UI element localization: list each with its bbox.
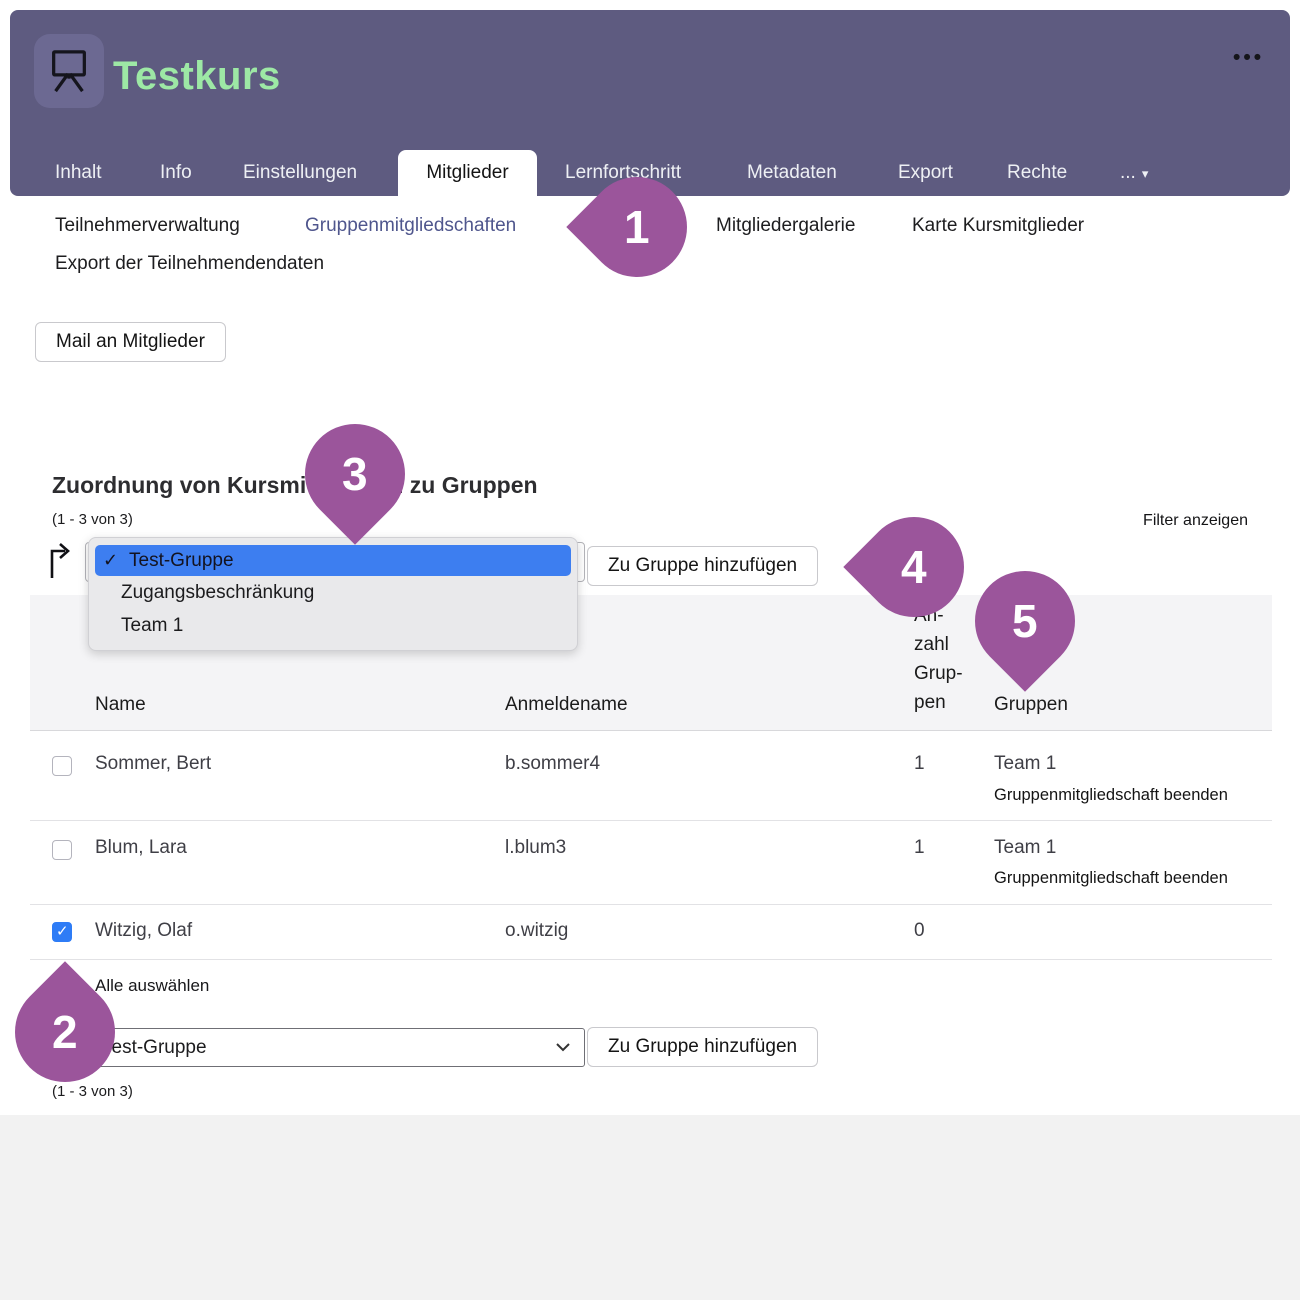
- annotation-number: 4: [901, 541, 927, 593]
- caret-down-icon: ▾: [1141, 166, 1149, 181]
- gruppenmitgliedschaft-beenden-link[interactable]: Gruppenmitgliedschaft beenden: [994, 869, 1228, 887]
- subnav-teilnehmerverwaltung[interactable]: Teilnehmerverwaltung: [55, 215, 240, 236]
- course-icon: [34, 34, 104, 108]
- tab-more-label: ...: [1120, 162, 1136, 183]
- tab-einstellungen[interactable]: Einstellungen: [243, 162, 358, 183]
- zu-gruppe-hinzufuegen-button-bottom[interactable]: Zu Gruppe hinzufügen: [587, 1027, 819, 1067]
- subnav-export-teilnehmendendaten[interactable]: Export der Teilnehmendendaten: [55, 253, 325, 274]
- cell-group-count: 1: [914, 753, 925, 774]
- annotation-pin-3: 3: [284, 403, 426, 545]
- select-value: Test-Gruppe: [102, 1037, 207, 1058]
- cell-group-count: 0: [914, 920, 925, 941]
- tab-inhalt[interactable]: Inhalt: [55, 162, 102, 183]
- row-separator: [30, 820, 1272, 821]
- annotation-number: 3: [342, 448, 368, 500]
- cell-name: Blum, Lara: [95, 837, 187, 858]
- cell-login: l.blum3: [505, 837, 567, 858]
- row-checkbox-sommer[interactable]: [52, 756, 72, 776]
- page-title: Testkurs: [113, 54, 281, 98]
- gruppenmitgliedschaft-beenden-link[interactable]: Gruppenmitgliedschaft beenden: [994, 786, 1228, 804]
- column-header-anmeldename: Anmeldename: [505, 694, 628, 715]
- page-footer-band: [0, 1115, 1300, 1300]
- tab-lernfortschritt[interactable]: Lernfortschritt: [565, 162, 682, 183]
- row-checkbox-witzig[interactable]: [52, 922, 72, 942]
- tab-metadaten[interactable]: Metadaten: [747, 162, 837, 183]
- dropdown-option-team1[interactable]: Team 1: [121, 615, 184, 636]
- select-all-label: Alle auswählen: [95, 976, 210, 995]
- tab-rechte[interactable]: Rechte: [1007, 162, 1068, 183]
- cell-name: Sommer, Bert: [95, 753, 212, 774]
- tab-export[interactable]: Export: [898, 162, 953, 183]
- annotation-number: 2: [52, 1006, 78, 1058]
- dropdown-option-test-gruppe[interactable]: ✓ Test-Gruppe: [95, 545, 571, 576]
- mail-an-mitglieder-button[interactable]: Mail an Mitglieder: [35, 322, 226, 362]
- subnav-mitgliedergalerie[interactable]: Mitgliedergalerie: [716, 215, 856, 236]
- row-checkbox-blum[interactable]: [52, 840, 72, 860]
- zu-gruppe-hinzufuegen-button-top[interactable]: Zu Gruppe hinzufügen: [587, 546, 819, 586]
- row-separator: [30, 904, 1272, 905]
- tab-more[interactable]: ... ▾: [1120, 150, 1148, 196]
- row-separator: [30, 959, 1272, 960]
- column-header-name: Name: [95, 694, 146, 715]
- annotation-number: 1: [624, 201, 650, 253]
- filter-anzeigen-link[interactable]: Filter anzeigen: [1143, 512, 1248, 529]
- subnav-karte-kursmitglieder[interactable]: Karte Kursmitglieder: [912, 215, 1085, 236]
- cell-login: b.sommer4: [505, 753, 601, 774]
- result-range-bottom: (1 - 3 von 3): [52, 1083, 133, 1100]
- group-dropdown-open: ✓ Test-Gruppe Zugangsbeschränkung Team 1: [88, 537, 578, 651]
- group-select-bottom[interactable]: Test-Gruppe: [85, 1028, 585, 1067]
- course-header: Testkurs ••• Inhalt Info Einstellungen M…: [10, 10, 1290, 196]
- column-header-anzahl-gruppen: An- zahl Grup- pen: [914, 605, 963, 713]
- cell-login: o.witzig: [505, 920, 569, 941]
- cell-group: Team 1: [994, 753, 1057, 774]
- column-header-gruppen: Gruppen: [994, 694, 1068, 715]
- chevron-down-icon: [555, 1040, 571, 1058]
- dropdown-option-zugangsbeschraenkung[interactable]: Zugangsbeschränkung: [121, 582, 315, 603]
- cell-group-count: 1: [914, 837, 925, 858]
- tab-mitglieder[interactable]: Mitglieder: [398, 150, 537, 196]
- section-heading: Zuordnung von Kursmitgliedern zu Gruppen: [52, 472, 538, 498]
- cell-name: Witzig, Olaf: [95, 920, 193, 941]
- checkmark-icon: ✓: [103, 550, 119, 570]
- ellipsis-menu-icon[interactable]: •••: [1233, 46, 1265, 69]
- result-range-top: (1 - 3 von 3): [52, 511, 133, 528]
- tab-info[interactable]: Info: [160, 162, 192, 183]
- subnav-gruppenmitgliedschaften[interactable]: Gruppenmitgliedschaften: [305, 215, 517, 236]
- annotation-number: 5: [1012, 595, 1038, 647]
- cell-group: Team 1: [994, 837, 1057, 858]
- dropdown-option-label: Test-Gruppe: [129, 549, 234, 571]
- assign-arrow-icon: [48, 542, 74, 585]
